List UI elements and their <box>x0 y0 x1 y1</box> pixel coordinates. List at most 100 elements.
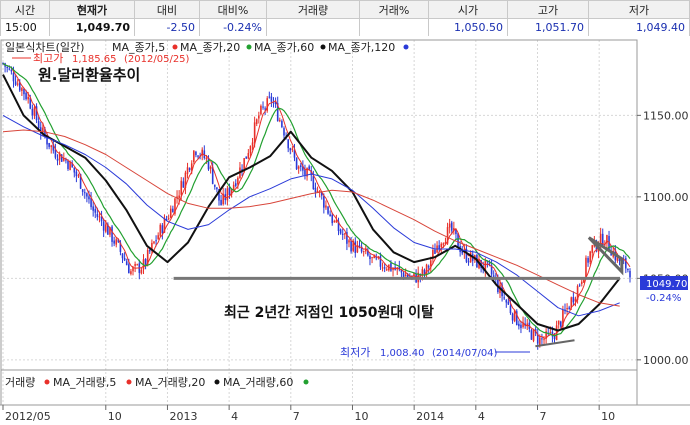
candle-body-232 <box>488 261 491 265</box>
candle-body-134 <box>283 128 285 136</box>
candle-body-276 <box>580 281 583 284</box>
candle-body-149 <box>314 187 317 193</box>
candle-body-55 <box>117 239 120 242</box>
candle-body-108 <box>228 187 231 196</box>
x-tick-label-4: 7 <box>293 410 300 423</box>
candle-body-128 <box>270 96 273 102</box>
quote-change: -2.50 <box>134 18 200 37</box>
candle-body-176 <box>371 257 373 259</box>
candle-body-87 <box>184 172 187 188</box>
candle-body-206 <box>434 249 436 254</box>
candle-body-143 <box>302 166 304 171</box>
series-ma20 <box>2 62 631 337</box>
candle-body-270 <box>568 307 570 310</box>
high-annotation: 최고가 1,185.65 (2012/05/25) <box>12 52 190 65</box>
legend-vma60-dot <box>303 379 309 385</box>
candle-body-21 <box>46 136 48 145</box>
quote-value-row: 15:00 1,049.70 -2.50 -0.24% 1,050.50 1,0… <box>0 18 690 37</box>
candle-body-60 <box>128 264 130 274</box>
candle-body-61 <box>130 271 132 274</box>
candle-body-14 <box>31 108 34 116</box>
candle-body-133 <box>281 120 283 128</box>
candle-body-3 <box>8 68 11 70</box>
candle-body-258 <box>543 339 545 341</box>
candle-body-109 <box>230 188 233 195</box>
candle-body-117 <box>247 153 250 159</box>
candle-body-53 <box>113 240 115 244</box>
candle-body-196 <box>413 272 415 276</box>
candle-body-20 <box>44 129 46 137</box>
candle-body-272 <box>572 296 575 303</box>
candle-body-161 <box>339 229 342 234</box>
legend-vma5-dot <box>126 379 132 385</box>
candle-body-39 <box>83 192 86 194</box>
candle-body-24 <box>52 144 55 151</box>
candle-body-85 <box>180 180 183 195</box>
candle-body-277 <box>583 277 585 283</box>
legend-chart-type: 일본식차트(일간) <box>5 40 84 54</box>
candle-body-129 <box>272 102 275 104</box>
candle-body-116 <box>245 156 248 159</box>
low-label: 최저가 <box>340 346 370 359</box>
candle-body-38 <box>81 189 84 192</box>
candle-body-256 <box>539 337 541 346</box>
candle-body-257 <box>541 338 543 340</box>
legend-ma5-dot <box>172 44 178 50</box>
x-axis-ticks: 2012/05 10 2013 4 7 10 2014 4 7 10 <box>2 405 615 423</box>
candle-body-42 <box>90 197 92 208</box>
candle-body-158 <box>333 221 336 223</box>
candle-body-245 <box>515 311 518 326</box>
candle-body-159 <box>335 220 338 223</box>
quote-header-time: 시간 <box>0 0 50 19</box>
candle-body-9 <box>21 88 23 91</box>
y-tick-label-3: 1150.00 <box>643 109 689 122</box>
high-date: (2012/05/25) <box>124 54 190 65</box>
candle-body-213 <box>448 223 451 228</box>
candle-body-157 <box>331 214 334 224</box>
x-tick-label-5: 10 <box>354 410 368 423</box>
candle-body-278 <box>585 257 587 278</box>
candle-body-23 <box>50 145 53 148</box>
candle-body-180 <box>379 256 382 267</box>
candle-body-37 <box>79 174 82 189</box>
series-lines <box>2 62 631 339</box>
candle-body-200 <box>421 269 424 276</box>
candle-body-25 <box>54 149 57 158</box>
candle-body-101 <box>213 184 216 187</box>
quote-header-volume: 거래량 <box>266 0 360 19</box>
support-annotation: 최근 2년간 저점인 1050원대 이탈 <box>224 304 434 321</box>
candle-body-119 <box>251 142 254 146</box>
candle-body-103 <box>218 189 220 201</box>
candle-body-217 <box>457 233 459 247</box>
candle-body-231 <box>486 261 489 263</box>
candle-body-177 <box>373 255 375 259</box>
candle-body-275 <box>578 284 581 286</box>
candle-body-142 <box>299 165 302 168</box>
candle-body-151 <box>318 190 321 193</box>
candle-body-98 <box>207 157 210 170</box>
candle-body-155 <box>327 206 329 214</box>
candle-body-49 <box>104 224 107 232</box>
series-0 <box>2 74 621 332</box>
candle-body-259 <box>545 331 547 339</box>
candle-body-7 <box>16 83 19 85</box>
candle-body-33 <box>71 162 74 168</box>
candle-body-77 <box>163 217 166 233</box>
quote-low: 1,049.40 <box>588 18 690 37</box>
quote-time: 15:00 <box>0 18 50 37</box>
candle-body-10 <box>23 88 25 95</box>
candle-body-223 <box>469 252 472 263</box>
candle-body-97 <box>205 157 208 159</box>
candle-body-121 <box>255 119 258 124</box>
candle-body-192 <box>404 274 407 277</box>
candle-body-170 <box>358 245 361 247</box>
x-tick-label-3: 4 <box>231 410 238 423</box>
high-value: 1,185.65 <box>72 54 117 65</box>
series-1 <box>2 114 620 317</box>
y-tick-label-2: 1100.00 <box>643 191 689 204</box>
quote-volume <box>266 18 360 37</box>
candle-body-253 <box>532 329 535 341</box>
candle-body-263 <box>553 335 556 340</box>
quote-open: 1,050.50 <box>428 18 508 37</box>
